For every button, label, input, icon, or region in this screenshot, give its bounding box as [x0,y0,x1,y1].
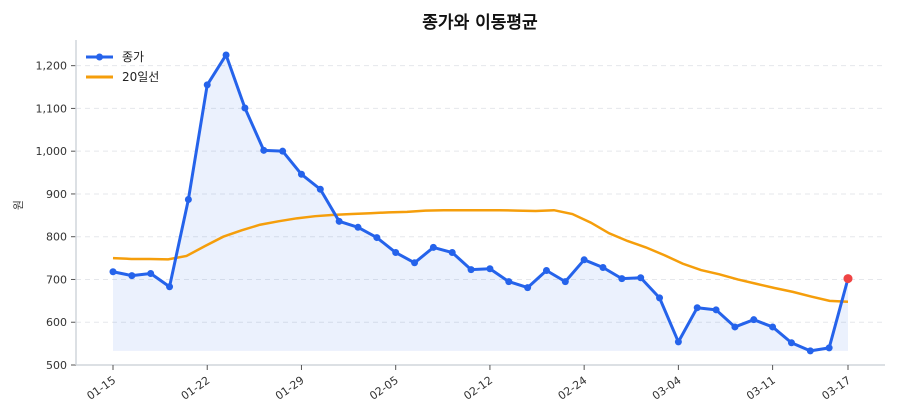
close-point [147,269,155,277]
close-point [279,147,287,155]
chart-title: 종가와 이동평균 [422,13,538,33]
y-axis-label: 원 [12,200,25,210]
x-tick-label: 03-17 [820,374,854,403]
x-tick-label: 01-15 [85,374,119,403]
y-tick-label: 500 [46,359,67,372]
close-point [769,323,777,331]
close-point [316,185,324,193]
close-point [297,170,305,178]
close-point [429,243,437,251]
x-tick-label: 01-22 [179,374,213,403]
plot-area [109,51,853,355]
close-point [486,265,494,273]
y-tick-label: 1,100 [36,102,68,115]
close-point [712,306,720,314]
ma20-line [112,208,849,303]
legend-close-label: 종가 [122,50,144,64]
close-point [241,104,249,112]
close-point [825,344,833,352]
x-tick-label: 02-12 [461,374,495,403]
close-point [750,316,758,324]
y-tick-label: 700 [46,273,67,286]
close-line [112,53,850,353]
close-point [392,249,400,257]
close-point [561,278,569,286]
close-point [467,266,475,274]
close-point [787,339,795,347]
close-point [109,268,117,276]
y-tick-label: 900 [46,188,67,201]
close-point [524,284,532,292]
close-point [731,323,739,331]
close-point [618,275,626,283]
close-point [806,347,814,355]
y-tick-label: 600 [46,316,67,329]
last-close-point [843,274,853,284]
close-point [580,256,588,264]
close-point [674,338,682,346]
legend-ma20-label: 20일선 [122,70,159,84]
close-point [373,234,381,242]
y-tick-label: 1,200 [36,60,68,73]
close-area-fill [113,54,848,351]
close-point [693,304,701,312]
close-point [505,278,513,286]
legend-close-marker [96,53,103,61]
x-tick-label: 01-29 [273,374,307,403]
close-point [542,266,550,274]
close-point [260,146,268,154]
x-tick-label: 02-24 [556,374,590,403]
close-point [184,196,192,204]
legend: 종가 20일선 [86,50,159,84]
close-point [166,283,174,291]
x-tick-label: 03-11 [744,374,778,403]
y-tick-label: 1,000 [36,145,68,158]
close-point [637,274,645,282]
close-point [203,81,211,89]
close-point [222,51,230,59]
close-point [656,294,664,302]
x-tick-label: 03-04 [650,374,684,403]
close-point [128,272,136,280]
close-point [411,259,419,267]
y-tick-label: 800 [46,231,67,244]
close-point [599,264,607,271]
x-tick-label: 02-05 [367,374,401,403]
close-point [354,223,362,231]
close-point [335,217,343,225]
close-point [448,249,456,257]
